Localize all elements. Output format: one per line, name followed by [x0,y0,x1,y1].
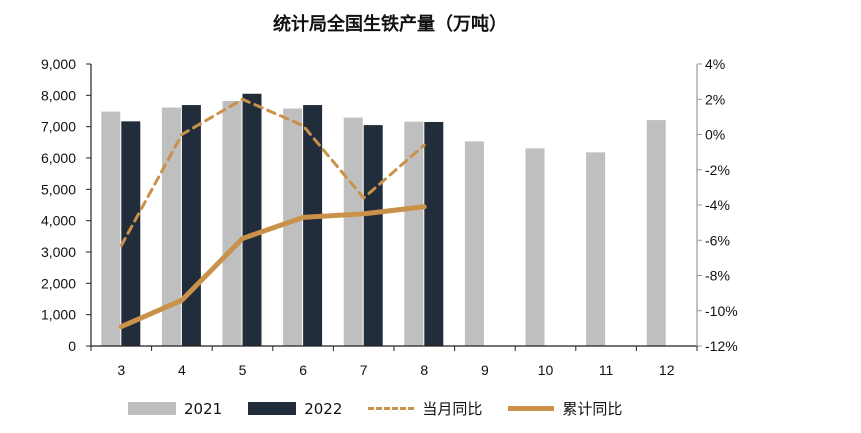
right-tick-label: -10% [705,303,738,319]
bar-2021 [161,107,181,346]
bar-2022 [121,121,141,346]
bar-2022 [424,121,444,346]
left-tick-label: 0 [68,338,76,354]
line-monthly-yoy [119,97,426,248]
x-tick-label: 7 [360,362,368,378]
chart-title: 统计局全国生铁产量（万吨） [273,14,507,35]
bar-2022 [242,93,262,347]
legend-swatch [508,406,555,411]
legend-item-cumulative-yoy: 累计同比 [508,398,622,419]
left-tick-label: 7,000 [41,119,76,135]
bar-2021 [343,117,363,346]
bar-2021 [101,111,121,346]
bar-2021 [283,108,303,346]
bar-2021 [222,100,242,347]
bar-2022 [181,105,201,347]
line-cumulative-yoy [118,204,427,330]
legend-swatch [248,402,297,415]
x-tick-label: 5 [239,362,247,378]
x-tick-label: 11 [599,362,614,378]
right-tick-label: -8% [705,268,730,284]
left-tick-label: 8,000 [41,87,76,103]
bar-2021 [646,120,666,346]
legend-label: 当月同比 [422,400,483,418]
left-tick-label: 9,000 [41,56,76,72]
legend-label: 累计同比 [562,400,623,418]
legend: 2021 2022 当月同比 累计同比 [128,398,648,419]
left-tick-label: 3,000 [41,244,76,260]
x-tick-label: 3 [117,362,125,378]
bar-2021 [464,141,484,346]
x-tick-label: 9 [481,362,489,378]
x-tick-label: 8 [420,362,428,378]
left-tick-label: 4,000 [41,213,76,229]
bar-2021 [404,121,424,346]
right-tick-label: -2% [705,162,730,178]
bar-2021 [525,148,545,346]
x-tick-label: 4 [178,362,186,378]
x-tick-label: 6 [299,362,307,378]
left-tick-label: 2,000 [41,275,76,291]
bar-2021 [586,152,606,346]
right-tick-label: 0% [705,127,725,143]
bar-2022 [363,125,383,346]
bar-2022 [303,105,323,347]
legend-item-2021: 2021 [128,400,222,418]
legend-label: 2022 [304,399,343,418]
x-tick-label: 12 [659,362,675,378]
x-tick-label: 10 [538,362,554,378]
right-tick-label: -4% [705,197,730,213]
right-tick-label: 2% [705,91,725,107]
left-tick-label: 5,000 [41,181,76,197]
right-tick-label: -6% [705,232,730,248]
legend-item-2022: 2022 [248,400,342,418]
right-tick-label: -12% [705,338,738,354]
right-tick-label: 4% [705,56,725,72]
legend-item-monthly-yoy: 当月同比 [368,398,482,419]
legend-swatch [128,402,176,415]
left-tick-label: 6,000 [41,150,76,166]
left-tick-label: 1,000 [41,307,76,323]
legend-label: 2021 [184,399,223,418]
legend-swatch [368,407,415,410]
